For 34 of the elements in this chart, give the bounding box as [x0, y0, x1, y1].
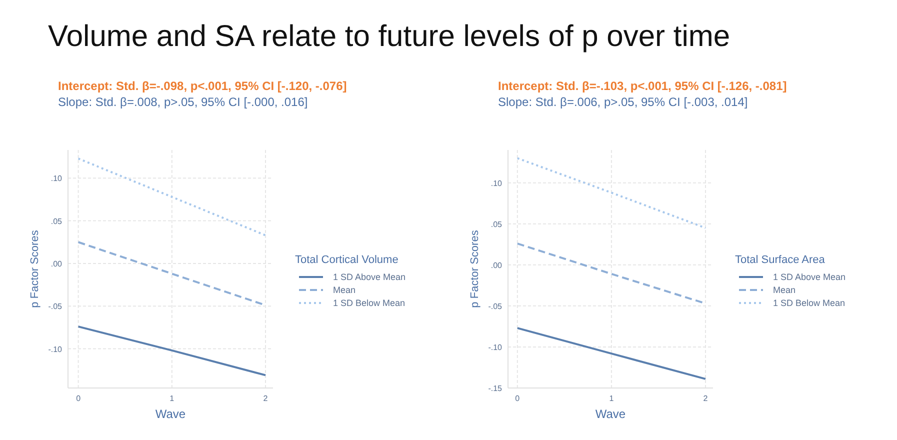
- y-axis-title: p Factor Scores: [469, 230, 481, 308]
- x-axis-title: Wave: [155, 407, 186, 421]
- y-tick-label: .00: [490, 260, 503, 270]
- x-axis-title: Wave: [595, 407, 626, 421]
- legend-label: Mean: [773, 285, 796, 295]
- x-tick-label: 0: [76, 394, 82, 403]
- x-tick-label: 0: [515, 394, 520, 403]
- y-tick-label: .00: [50, 259, 63, 268]
- x-tick-label: 1: [170, 394, 175, 403]
- y-tick-label: .10: [50, 174, 63, 184]
- legend-title: Total Cortical Volume: [295, 254, 398, 266]
- y-tick-label: .10: [490, 178, 503, 188]
- x-tick-label: 2: [703, 394, 708, 403]
- legend-title: Total Surface Area: [735, 254, 826, 266]
- text: Slope: Std. β=.008, p>.05, 95% CI [-.000, .016]: [58, 95, 308, 109]
- legend-label: 1 SD Below Mean: [333, 298, 406, 308]
- legend-label: 1 SD Below Mean: [773, 298, 846, 308]
- x-tick-label: 1: [609, 394, 614, 403]
- y-tick-label: .05: [50, 216, 63, 226]
- legend-label: 1 SD Above Mean: [333, 272, 406, 282]
- text: Intercept: Std. β=-.103, p<.001, 95% CI [-.126, -.081]: [498, 79, 787, 93]
- text: Intercept: Std. β=-.098, p<.001, 95% CI [-.120, -.076]: [58, 79, 347, 93]
- text: Volume and SA relate to future levels of p over time: [48, 20, 730, 53]
- text: Slope: Std. β=.006, p>.05, 95% CI [-.003, .014]: [498, 95, 748, 109]
- y-tick-label: -.10: [48, 344, 63, 354]
- y-tick-label: -.05: [48, 302, 63, 312]
- y-tick-label: -.05: [488, 302, 503, 311]
- y-tick-label: -.10: [488, 342, 503, 352]
- y-axis-title: p Factor Scores: [29, 230, 41, 308]
- x-tick-label: 2: [263, 394, 268, 403]
- y-tick-label: -.15: [488, 384, 503, 393]
- legend-label: Mean: [333, 285, 356, 295]
- legend-label: 1 SD Above Mean: [773, 272, 846, 282]
- y-tick-label: .05: [490, 220, 503, 229]
